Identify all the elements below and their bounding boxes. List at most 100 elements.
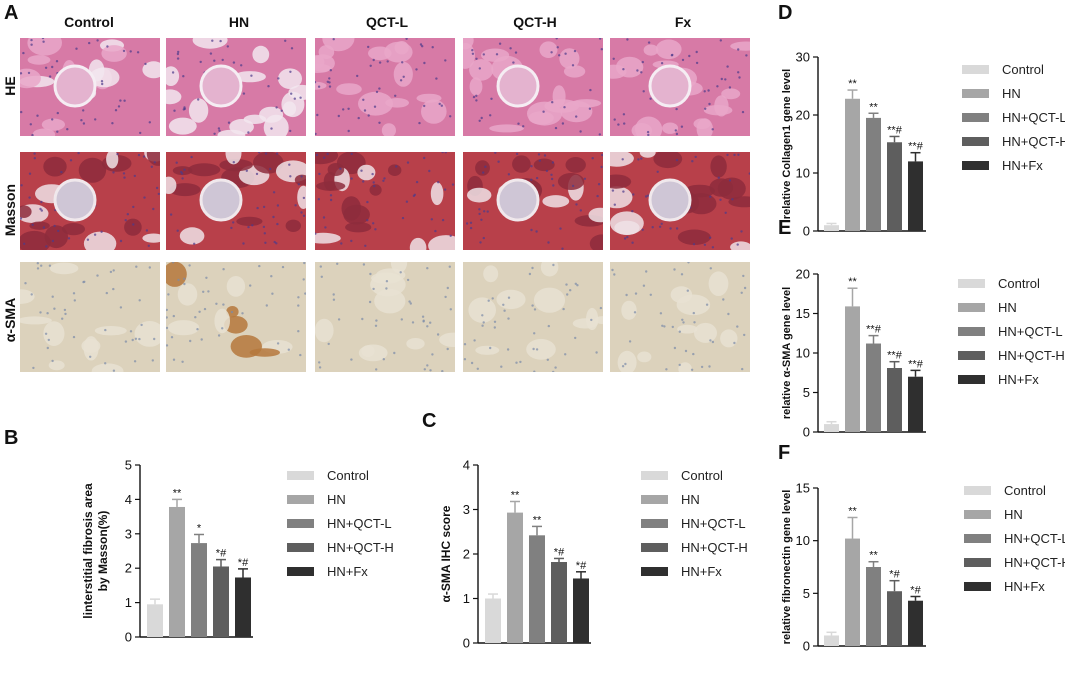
chart-f-bar-4 (908, 600, 923, 646)
legend-e-label: HN+Fx (998, 372, 1039, 387)
legend-d-label: Control (1002, 62, 1044, 77)
legend-b-label: Control (327, 468, 369, 483)
chart-f-annotation-3: *# (889, 569, 900, 581)
chart-d-y-tick-label: 30 (796, 50, 810, 65)
panel-letter-d: D (778, 2, 793, 24)
chart-b-y-label: linterstitial fibrosis area (81, 483, 95, 619)
chart-b-y-tick-label: 1 (125, 595, 132, 610)
legend-f-label: Control (1004, 483, 1046, 498)
legend-e: Control HN HN+QCT-L HN+QCT-H HN+Fx (958, 276, 1065, 406)
legend-c-label: HN+QCT-L (681, 516, 746, 531)
legend-e-label: HN+QCT-L (998, 324, 1063, 339)
micrograph-he-qct-l (315, 38, 455, 136)
chart-e-y-tick-label: 0 (803, 425, 810, 440)
chart-c-y-tick-label: 1 (463, 591, 470, 606)
col-label-qct-h: QCT-H (513, 14, 557, 30)
legend-d-swatch (962, 89, 989, 98)
chart-c-sma-ihc: 0 1 2 3 4 α-SMA IHC score ** ** *# *# (439, 458, 591, 651)
micrograph-sma-control (20, 262, 160, 372)
legend-f-swatch (964, 534, 991, 543)
chart-c-bar-0 (485, 598, 501, 643)
legend-c-label: HN+Fx (681, 564, 722, 579)
micrograph-sma-qct-l (315, 262, 455, 372)
row-label-masson: Masson (2, 183, 18, 237)
chart-e-y-tick-label: 15 (796, 306, 810, 321)
micrograph-masson-hn (166, 152, 306, 250)
legend-f-swatch (964, 486, 991, 495)
legend-e-swatch (958, 327, 985, 336)
chart-e-annotation-4: **# (908, 358, 924, 370)
micrograph-sma-qct-h (463, 262, 603, 372)
chart-b-bar-2 (191, 543, 207, 637)
legend-e-label: Control (998, 276, 1040, 291)
col-label-fx: Fx (674, 14, 692, 30)
legend-c-swatch (641, 471, 668, 480)
micrograph-masson-control (20, 152, 160, 250)
chart-d-annotation-3: **# (887, 124, 903, 136)
chart-c-annotation-2: ** (533, 514, 542, 526)
micrograph-masson-qct-h (463, 152, 603, 250)
col-label-qct-l: QCT-L (366, 14, 408, 30)
panel-letter-f: F (778, 442, 791, 464)
legend-f-swatch (964, 510, 991, 519)
legend-d-label: HN+QCT-H (1002, 134, 1065, 149)
legend-e-swatch (958, 303, 985, 312)
chart-d-annotation-2: ** (869, 101, 878, 113)
legend-f-swatch (964, 582, 991, 591)
chart-b-y-tick-label: 3 (125, 526, 132, 541)
chart-d-y-tick-label: 0 (803, 224, 810, 239)
chart-d-y-tick-label: 10 (796, 166, 810, 181)
chart-c-annotation-1: ** (511, 489, 520, 501)
chart-f-bar-0 (824, 635, 839, 646)
legend-b-swatch (287, 543, 314, 552)
legend-b-swatch (287, 519, 314, 528)
panel-letter-c: C (422, 410, 437, 432)
legend-e-swatch (958, 351, 985, 360)
legend-b-swatch (287, 495, 314, 504)
micrograph-he-control (20, 38, 160, 136)
panel-letter-b: B (4, 427, 19, 449)
chart-b-annotation-2: * (197, 522, 202, 534)
chart-b-y-tick-label: 0 (125, 630, 132, 645)
chart-e-bar-2 (866, 343, 881, 432)
chart-c-y-label: α-SMA IHC score (439, 505, 453, 602)
legend-b-label: HN (327, 492, 346, 507)
legend-b-label: HN+Fx (327, 564, 368, 579)
chart-b-bar-3 (213, 566, 229, 637)
chart-c-y-tick-label: 0 (463, 636, 470, 651)
chart-f-bar-2 (866, 567, 881, 646)
legend-c-swatch (641, 495, 668, 504)
legend-b-swatch (287, 471, 314, 480)
legend-c-swatch (641, 519, 668, 528)
legend-b: Control HN HN+QCT-L HN+QCT-H HN+Fx (287, 468, 397, 598)
micrograph-he-qct-h (463, 38, 603, 136)
panel-letter-a: A (4, 2, 19, 24)
legend-b-swatch (287, 567, 314, 576)
chart-e-bar-0 (824, 424, 839, 432)
chart-b-bar-4 (235, 577, 251, 637)
legend-d: Control HN HN+QCT-L HN+QCT-H HN+Fx (962, 62, 1065, 192)
panel-letter-e: E (778, 217, 792, 239)
chart-f-y-tick-label: 0 (803, 639, 810, 654)
chart-b-annotation-1: ** (173, 487, 182, 499)
chart-e-annotation-2: **# (866, 324, 882, 336)
legend-d-swatch (962, 113, 989, 122)
chart-c-bar-4 (573, 578, 589, 643)
legend-d-swatch (962, 65, 989, 74)
chart-e-y-tick-label: 10 (796, 346, 810, 361)
micrograph-masson-fx (610, 152, 750, 250)
legend-d-swatch (962, 161, 989, 170)
micrograph-masson-qct-l (315, 152, 455, 250)
micrograph-sma-hn (166, 262, 306, 372)
chart-e-y-tick-label: 5 (803, 385, 810, 400)
chart-e-y-label: relative α-SMA gene level (781, 287, 793, 419)
chart-d-y-tick-label: 20 (796, 108, 810, 123)
chart-b-bar-0 (147, 604, 163, 637)
chart-f-annotation-1: ** (848, 505, 857, 517)
chart-b-bar-1 (169, 506, 185, 637)
col-label-control: Control (64, 14, 114, 30)
chart-b-fibrosis-area: 0 1 2 3 4 5 linterstitial fibrosis area by Mass… (81, 458, 253, 645)
